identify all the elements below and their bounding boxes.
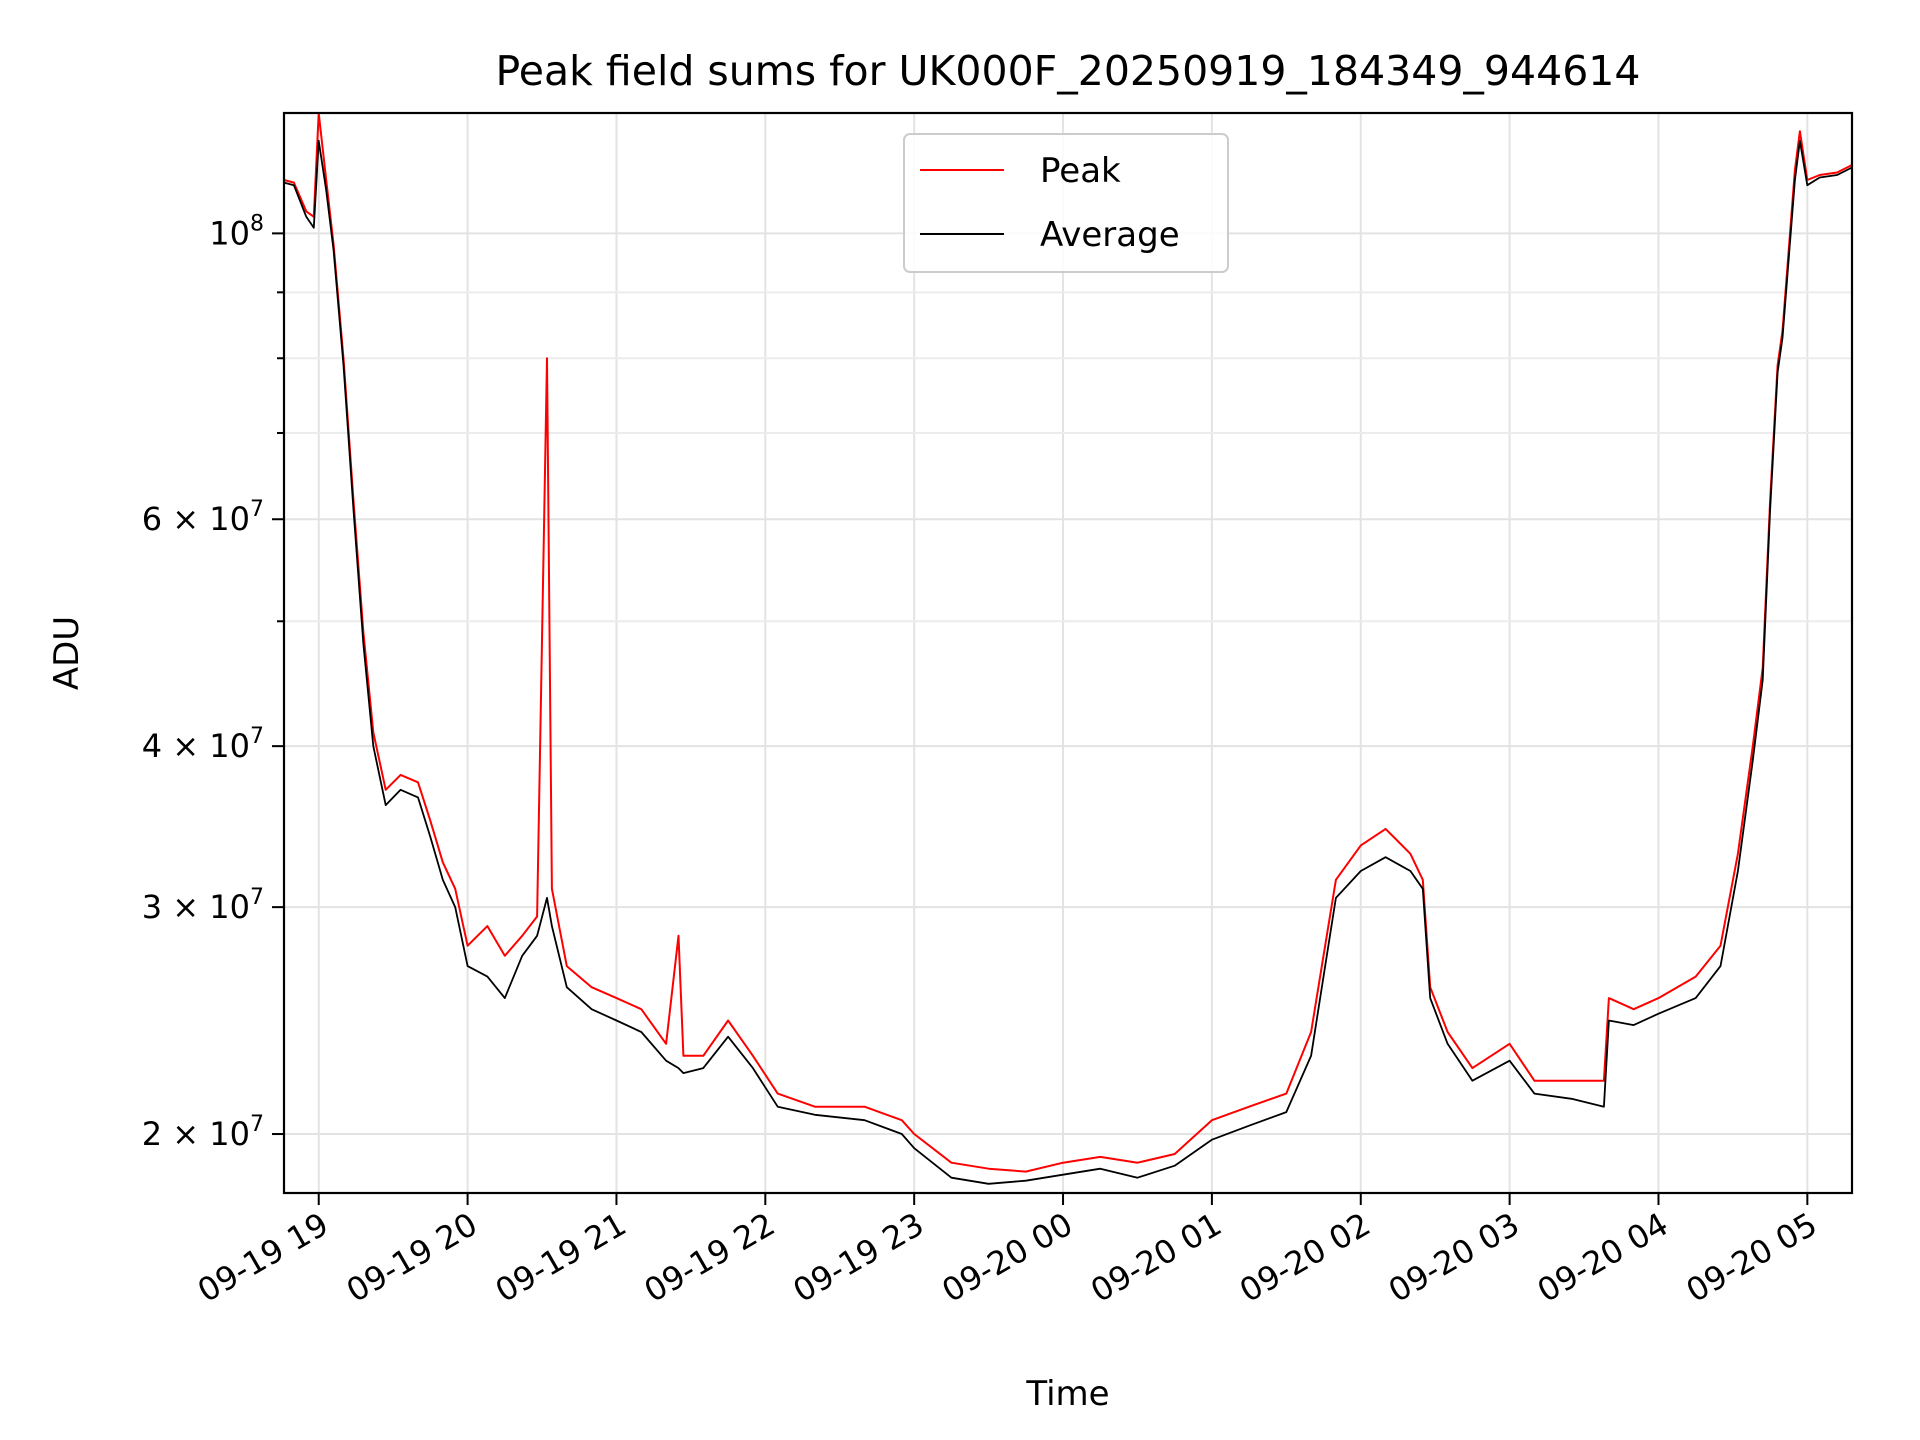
y-axis-label: ADU <box>47 616 87 690</box>
legend-box <box>903 133 1229 273</box>
y-tick-label: 2 × 107 <box>142 1112 264 1153</box>
series-layer <box>283 112 1853 1185</box>
chart-title: Peak field sums for UK000F_20250919_1843… <box>496 47 1641 95</box>
plot-frame <box>282 111 1854 1195</box>
grid <box>284 113 1852 1193</box>
series-line-average <box>283 139 1853 1185</box>
y-tick-label: 6 × 107 <box>142 497 264 538</box>
y-tick-label: 108 <box>209 211 264 252</box>
series-line-peak <box>283 112 1853 1173</box>
y-tick-label: 3 × 107 <box>142 885 264 926</box>
legend-label-average: Average <box>1040 215 1180 255</box>
legend: Peak Average <box>903 133 1229 273</box>
x-axis-label: Time <box>1025 1374 1109 1414</box>
legend-label-peak: Peak <box>1040 151 1121 191</box>
y-tick-label: 4 × 107 <box>142 724 264 765</box>
y-axis: 2 × 107 3 × 107 4 × 107 6 × 107 108 <box>142 211 284 1153</box>
